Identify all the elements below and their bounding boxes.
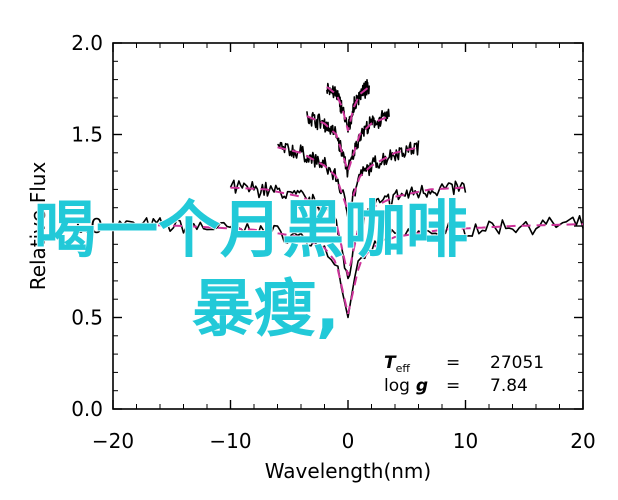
model-spectrum-line-1: [112, 223, 584, 315]
y-tick-labels: 0.0 0.5 1.0 1.5 2.0: [71, 31, 103, 421]
overlay-headline-line2: 暴瘦,: [192, 272, 340, 345]
model-spectra: [112, 86, 584, 315]
y-tick-label: 0.0: [71, 397, 103, 421]
x-axis-label: Wavelength(nm): [265, 459, 431, 483]
logg-log: log: [384, 376, 410, 396]
model-spectrum-line-2: [230, 186, 466, 276]
logg-equals: =: [446, 376, 460, 396]
x-tick-label: 0: [342, 429, 355, 453]
x-tick-label: 10: [453, 429, 478, 453]
teff-equals: =: [446, 353, 460, 373]
logg-g: g: [416, 376, 428, 396]
model-spectrum-line-5: [326, 86, 370, 132]
overlay-headline-line1: 喝一个月黑咖啡: [34, 193, 468, 266]
x-tick-label: 20: [570, 429, 595, 453]
x-tick-labels: −20 −10 0 10 20: [92, 429, 596, 453]
observed-spectrum-line-5: [326, 79, 370, 133]
y-axis-label: Relative Flux: [26, 162, 50, 291]
model-spectrum-line-3: [277, 146, 419, 215]
teff-value: 27051: [490, 353, 544, 373]
teff-subscript: eff: [396, 362, 411, 375]
y-tick-label: 1.5: [71, 123, 103, 147]
fit-parameters: Teff = 27051 log g = 7.84: [384, 353, 544, 396]
y-tick-label: 2.0: [71, 31, 103, 55]
logg-symbol: log g: [384, 376, 428, 396]
teff-symbol: Teff: [384, 353, 410, 375]
logg-value: 7.84: [490, 376, 528, 396]
y-tick-label: 1.0: [71, 214, 103, 238]
observed-spectrum-line-3: [277, 140, 420, 220]
teff-symbol-letter: T: [384, 353, 397, 373]
y-tick-label: 0.5: [71, 306, 103, 330]
axis-ticks: [112, 42, 584, 410]
x-tick-label: −10: [209, 429, 251, 453]
x-tick-label: −20: [92, 429, 134, 453]
observed-spectrum-line-2: [229, 179, 467, 280]
